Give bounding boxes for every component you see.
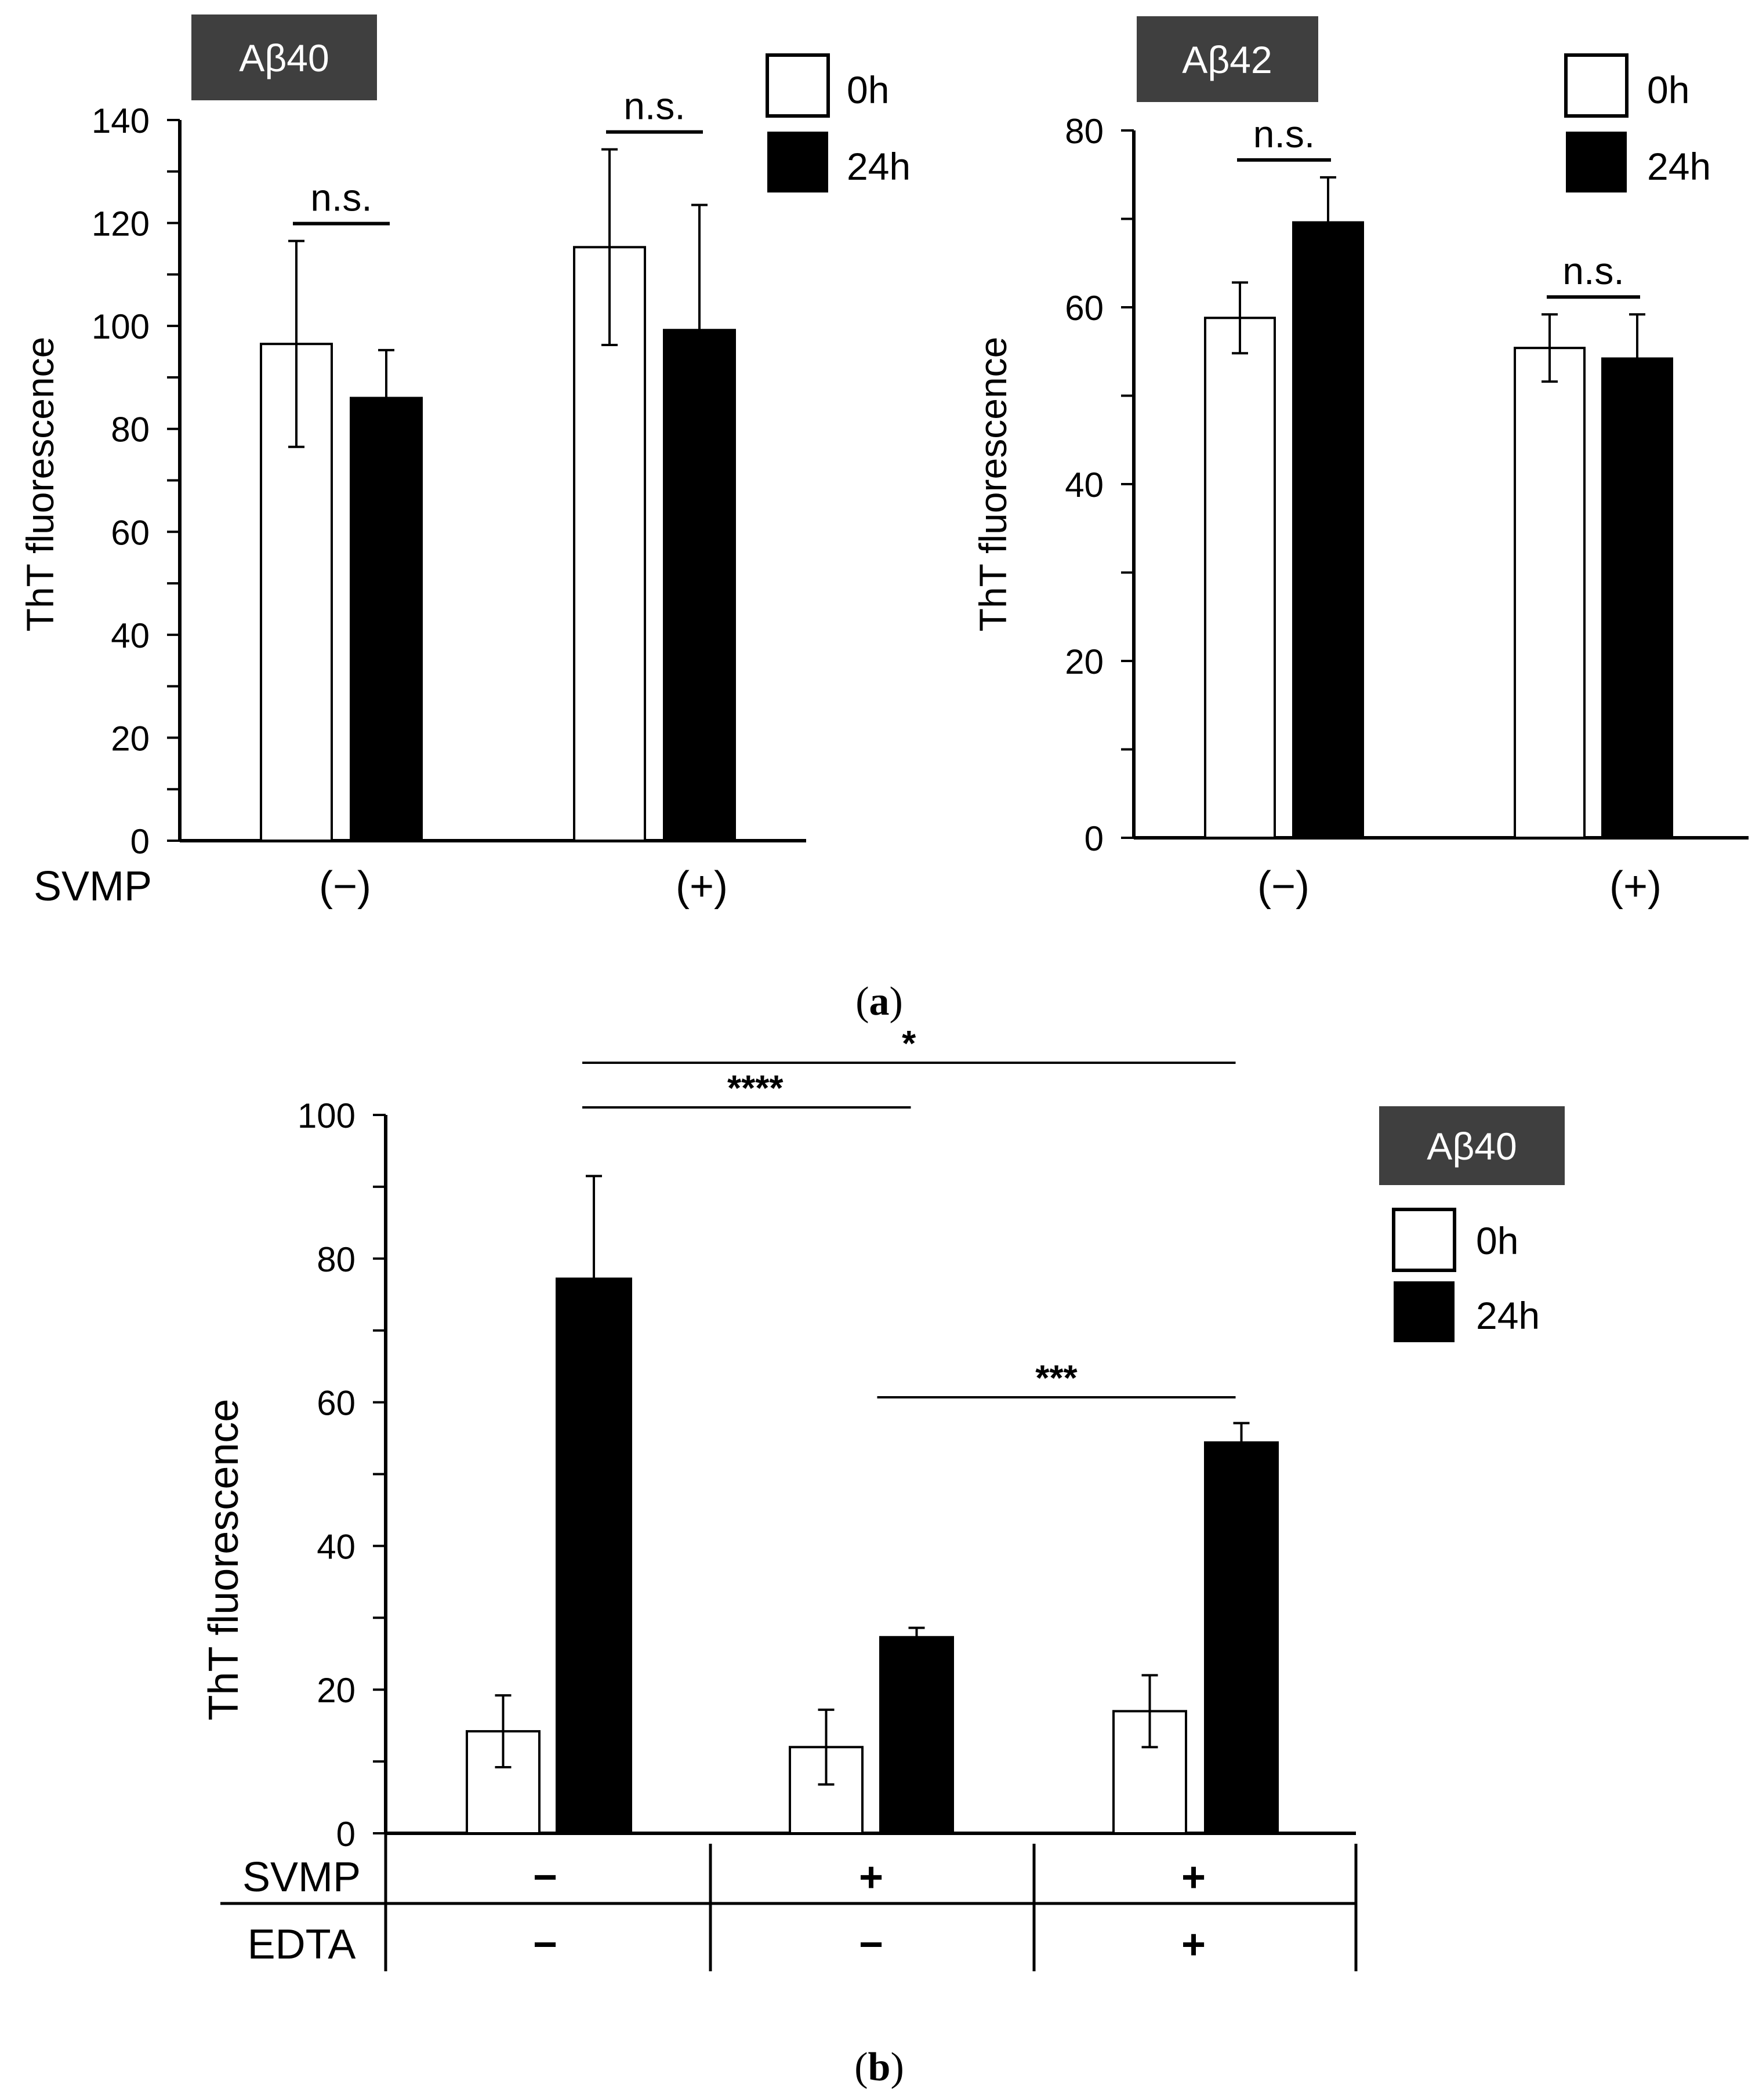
category-label-plus: (+) [1609,863,1662,910]
significance-label: * [902,1024,916,1064]
bar-24h-group-2 [663,329,736,842]
y-tick-label: 20 [1065,642,1104,681]
y-tick-label: 40 [111,616,150,655]
legend-label-0h: 0h [1647,68,1689,111]
edta-value-group-2: − [859,1921,883,1968]
legend-swatch-24h [767,132,828,192]
y-tick-label: 80 [317,1240,356,1279]
y-tick-label: 20 [317,1671,356,1710]
y-axis-ticks: 0 20 40 60 80 100 [298,1096,386,1854]
significance-brackets: ******** [582,1024,1236,1398]
chart-title: Aβ40 [1427,1125,1517,1168]
y-axis-ticks: 0 20 40 60 80 [1065,112,1134,858]
legend-swatch-0h [766,53,830,118]
y-tick-label: 120 [92,205,150,244]
edta-value-group-3: + [1181,1921,1206,1968]
y-tick-label: 80 [1065,112,1104,151]
edta-value-group-1: − [533,1921,557,1968]
y-tick-label: 0 [336,1815,356,1854]
y-axis-label: ThT fluorescence [19,337,61,632]
chart-title: Aβ40 [239,37,329,79]
y-axis-label: ThT fluorescence [201,1399,247,1721]
legend-swatch-24h [1566,132,1627,192]
bars [260,148,736,842]
legend-label-24h: 24h [847,145,911,188]
ns-label: n.s. [623,85,685,128]
panel-label-b-letter: b [868,2045,891,2090]
chart-title: Aβ42 [1182,38,1272,81]
bar-24h-group-2 [1601,357,1673,839]
ns-label: n.s. [310,176,372,219]
ns-label: n.s. [1562,249,1624,292]
annotations: n.s. n.s. [293,85,703,226]
bar-24h-group-1 [350,397,423,842]
category-label-minus: (−) [1257,863,1310,910]
legend: 0h 24h [766,53,911,192]
y-tick-label: 40 [1065,466,1104,504]
legend-label-0h: 0h [1476,1219,1518,1262]
legend: Aβ40 0h 24h [1379,1106,1565,1342]
panel-label-a: (a) [855,979,903,1024]
legend-label-0h: 0h [847,68,889,111]
y-tick-label: 60 [317,1384,356,1423]
panel-label-b: (b) [854,2045,904,2090]
y-tick-label: 80 [111,410,150,449]
y-tick-label: 0 [130,822,150,861]
legend-swatch-0h [1392,1208,1456,1272]
legend-swatch-0h [1564,53,1629,118]
bar-24h-group-1 [1292,221,1364,840]
bars [1204,176,1673,840]
y-tick-label: 40 [317,1527,356,1566]
chart-title-box [1379,1106,1565,1185]
bar-0h-group-2 [1514,347,1586,839]
y-tick-label: 100 [92,307,150,346]
significance-label: **** [727,1069,784,1109]
condition-table: SVMP EDTA − + + − − + [220,1833,1358,1971]
bars [466,1175,1279,1835]
condition-label-edta: EDTA [248,1921,356,1968]
legend-swatch-24h [1394,1281,1455,1342]
bar-24h-group-3 [1204,1441,1279,1834]
bar-0h-group-1 [1204,317,1276,839]
panel-label-a-letter: a [869,979,890,1024]
y-tick-label: 20 [111,719,150,758]
condition-label-svmp: SVMP [242,1854,361,1901]
y-tick-label: 140 [92,101,150,140]
chart-abeta40-time: Aβ40 ThT fluorescence 0 20 40 60 80 100 120 140… [19,14,911,910]
svmp-value-group-3: + [1181,1854,1206,1901]
ns-label: n.s. [1253,112,1315,155]
y-tick-label: 60 [1065,289,1104,328]
category-label-minus: (−) [319,863,371,910]
svmp-value-group-1: − [533,1854,557,1901]
bar-24h-group-1 [556,1277,632,1834]
y-axis-label: ThT fluorescence [971,337,1014,632]
chart-title-box [1137,16,1318,102]
y-tick-label: 0 [1085,819,1104,858]
significance-label: *** [1035,1358,1078,1398]
legend-label-24h: 24h [1476,1294,1540,1337]
legend: 0h 24h [1564,53,1711,192]
annotations: n.s. n.s. [1237,112,1640,299]
chart-title-box [191,14,377,100]
category-label-plus: (+) [676,863,728,910]
y-tick-label: 100 [298,1096,356,1135]
svmp-value-group-2: + [859,1854,883,1901]
legend-label-24h: 24h [1647,145,1711,188]
factor-label-svmp: SVMP [34,863,152,910]
bar-24h-group-2 [879,1636,954,1834]
y-axis-ticks: 0 20 40 60 80 100 120 140 [92,101,180,861]
y-tick-label: 60 [111,513,150,552]
